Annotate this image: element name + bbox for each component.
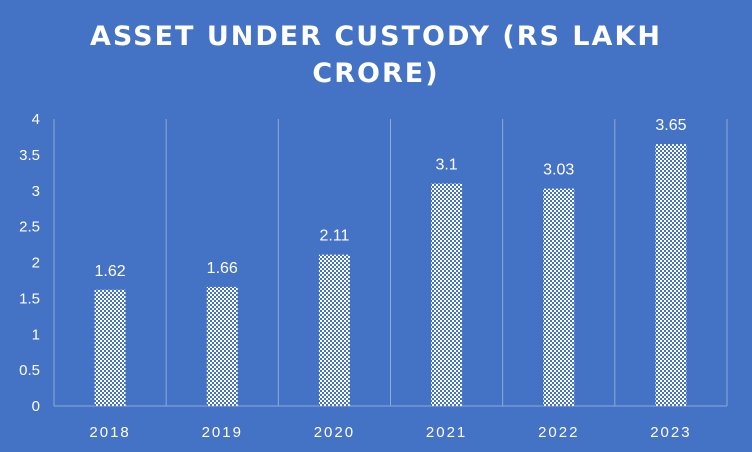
y-tick-3.5: 3.5 xyxy=(19,147,40,164)
bar-2023 xyxy=(655,144,687,407)
data-label-2019: 1.66 xyxy=(207,260,238,277)
y-tick-0: 0 xyxy=(32,398,40,415)
x-tick-2019: 2019 xyxy=(202,424,243,441)
bars xyxy=(94,144,687,407)
grid-lines xyxy=(53,119,728,407)
x-tick-2023: 2023 xyxy=(650,424,691,441)
bar-2019 xyxy=(206,286,238,406)
y-tick-0.5: 0.5 xyxy=(19,362,40,379)
chart-title: ASSET UNDER CUSTODY (RS LAKH CRORE) xyxy=(0,18,752,92)
y-tick-1.5: 1.5 xyxy=(19,290,40,307)
y-tick-1: 1 xyxy=(32,326,40,343)
data-label-2020: 2.11 xyxy=(319,228,349,245)
bar-2021 xyxy=(431,183,463,406)
x-axis-ticks: 2018 2019 2020 2021 2022 2023 xyxy=(89,424,691,441)
y-tick-2.5: 2.5 xyxy=(19,219,40,236)
x-tick-2021: 2021 xyxy=(426,424,467,441)
x-tick-2020: 2020 xyxy=(314,424,355,441)
x-tick-2022: 2022 xyxy=(538,424,579,441)
bar-2022 xyxy=(543,188,575,406)
data-label-2023: 3.65 xyxy=(655,117,686,134)
bar-2018 xyxy=(94,289,126,406)
data-label-2022: 3.03 xyxy=(543,162,574,179)
data-label-2021: 3.1 xyxy=(435,157,457,174)
y-tick-4: 4 xyxy=(32,111,40,128)
y-tick-3: 3 xyxy=(32,183,40,200)
chart-title-line-2: CRORE) xyxy=(312,58,440,89)
x-tick-2018: 2018 xyxy=(89,424,130,441)
y-axis-ticks: 0 0.5 1 1.5 2 2.5 3 3.5 4 xyxy=(19,111,40,415)
data-label-2018: 1.62 xyxy=(95,263,126,280)
y-tick-2: 2 xyxy=(32,255,40,272)
chart-title-line-1: ASSET UNDER CUSTODY (RS LAKH xyxy=(90,21,662,52)
data-labels: 1.62 1.66 2.11 3.1 3.03 3.65 xyxy=(95,117,687,280)
bar-2020 xyxy=(318,254,350,406)
